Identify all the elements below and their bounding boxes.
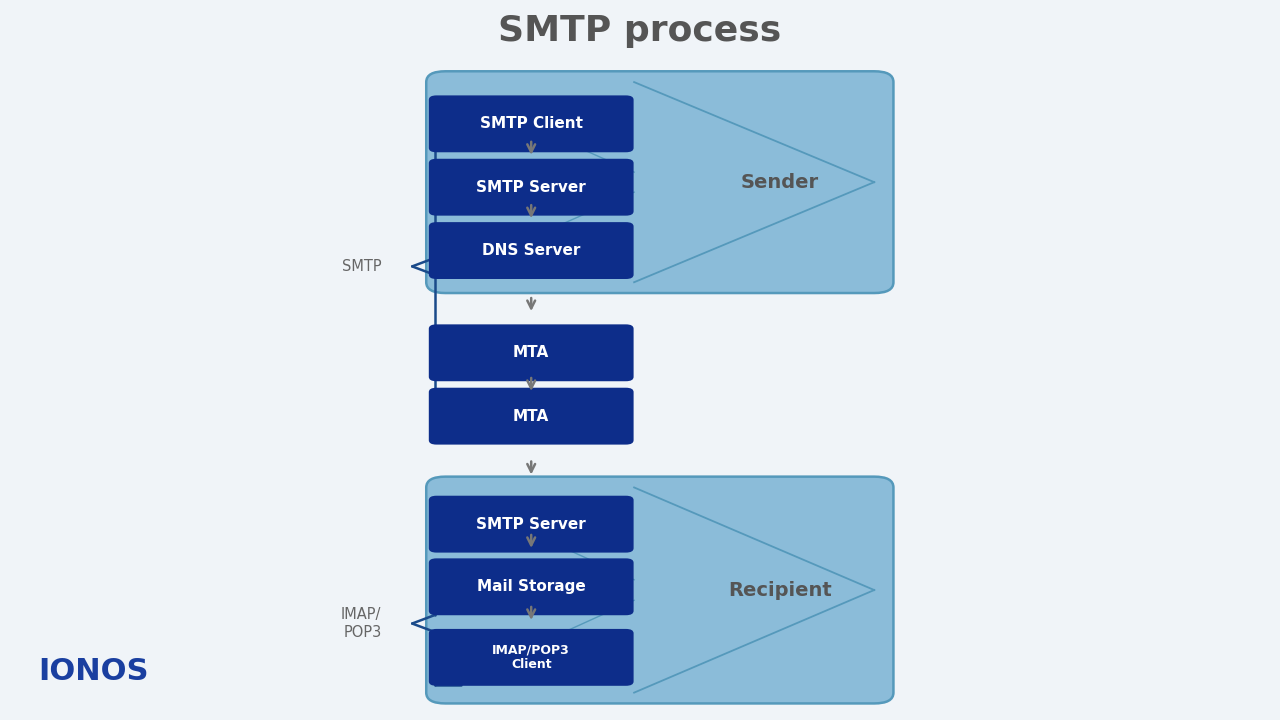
FancyBboxPatch shape	[429, 222, 634, 279]
FancyBboxPatch shape	[429, 629, 634, 685]
FancyBboxPatch shape	[429, 159, 634, 216]
Text: SMTP Client: SMTP Client	[480, 117, 582, 131]
Text: MTA: MTA	[513, 409, 549, 423]
Text: SMTP Server: SMTP Server	[476, 180, 586, 194]
FancyBboxPatch shape	[429, 96, 634, 153]
Text: Sender: Sender	[741, 173, 819, 192]
Text: Recipient: Recipient	[728, 580, 832, 600]
Text: IMAP/POP3
Client: IMAP/POP3 Client	[493, 644, 570, 671]
Text: SMTP Server: SMTP Server	[476, 517, 586, 531]
Text: IMAP/
POP3: IMAP/ POP3	[340, 608, 381, 640]
Text: IONOS: IONOS	[38, 657, 148, 685]
Text: SMTP: SMTP	[342, 259, 381, 274]
Text: DNS Server: DNS Server	[483, 243, 580, 258]
FancyBboxPatch shape	[429, 495, 634, 553]
FancyBboxPatch shape	[426, 71, 893, 293]
FancyBboxPatch shape	[429, 388, 634, 445]
Text: SMTP process: SMTP process	[498, 14, 782, 48]
FancyBboxPatch shape	[426, 477, 893, 703]
Text: Mail Storage: Mail Storage	[477, 580, 585, 594]
FancyBboxPatch shape	[429, 559, 634, 615]
FancyBboxPatch shape	[429, 325, 634, 382]
Text: MTA: MTA	[513, 346, 549, 360]
